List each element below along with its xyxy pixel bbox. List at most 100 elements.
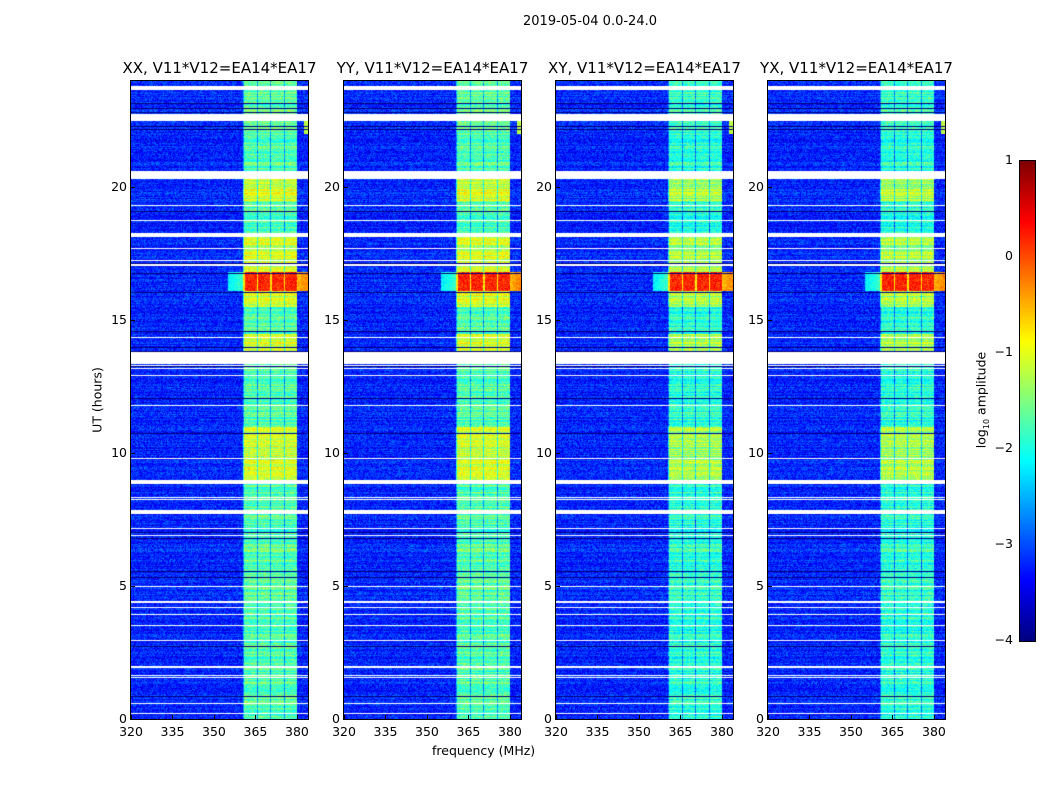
x-tick-label: 350 [415, 724, 439, 739]
heatmap-panel-xx [130, 80, 309, 720]
x-tick-label: 350 [839, 724, 863, 739]
y-tick-mark [768, 586, 772, 588]
y-axis-label: UT (hours) [89, 367, 105, 433]
y-tick-mark [556, 586, 560, 588]
y-tick-mark [344, 187, 348, 189]
y-tick-label: 0 [544, 711, 552, 726]
y-tick-label: 0 [332, 711, 340, 726]
x-tick-label: 335 [373, 724, 398, 739]
colorbar-tick-label: 0 [1005, 248, 1013, 263]
x-tick-label: 320 [119, 724, 143, 739]
y-tick-mark [768, 187, 772, 189]
y-tick-label: 0 [756, 711, 764, 726]
y-tick-mark [768, 453, 772, 455]
y-tick-mark [344, 453, 348, 455]
y-tick-label: 5 [756, 578, 764, 594]
x-tick-mark [296, 715, 298, 719]
y-tick-label: 20 [536, 179, 552, 195]
x-tick-label: 335 [585, 724, 610, 739]
x-tick-mark [509, 715, 511, 719]
y-tick-mark [131, 586, 135, 588]
x-tick-label: 365 [456, 724, 481, 739]
x-tick-label: 350 [202, 724, 226, 739]
x-tick-label: 320 [332, 724, 356, 739]
y-tick-mark [344, 320, 348, 322]
y-tick-label: 20 [111, 179, 127, 195]
panel-title-xy: XY, V11*V12=EA14*EA17 [548, 59, 741, 77]
x-tick-mark [172, 715, 174, 719]
y-tick-mark [556, 320, 560, 322]
x-tick-mark [344, 715, 345, 719]
colorbar-tick-label: −2 [994, 440, 1013, 455]
y-tick-mark [768, 320, 772, 322]
x-tick-mark [556, 715, 557, 719]
panel-title-yy: YY, V11*V12=EA14*EA17 [336, 59, 529, 77]
x-tick-label: 335 [160, 724, 185, 739]
y-tick-mark [556, 719, 560, 720]
y-tick-label: 15 [324, 312, 340, 328]
x-tick-label: 335 [797, 724, 822, 739]
y-tick-label: 10 [536, 445, 552, 461]
heatmap-panel-yy [343, 80, 522, 720]
y-tick-mark [344, 586, 348, 588]
x-axis-label: frequency (MHz) [432, 743, 536, 758]
x-tick-label: 365 [668, 724, 693, 739]
x-tick-mark [213, 715, 215, 719]
colorbar-tick-label: −4 [994, 632, 1013, 647]
x-tick-label: 365 [880, 724, 905, 739]
x-tick-mark [892, 715, 894, 719]
colorbar-tick-label: −1 [994, 344, 1013, 359]
x-tick-label: 350 [627, 724, 651, 739]
colorbar-tick-label: 1 [1005, 152, 1013, 167]
x-tick-mark [131, 715, 132, 719]
heatmap-panel-xy [555, 80, 734, 720]
heatmap-cells [768, 81, 945, 719]
x-tick-mark [255, 715, 257, 719]
y-tick-mark [344, 719, 348, 720]
y-tick-label: 5 [544, 578, 552, 594]
panel-title-xx: XX, V11*V12=EA14*EA17 [122, 59, 317, 77]
y-tick-label: 15 [748, 312, 764, 328]
y-tick-label: 10 [748, 445, 764, 461]
heatmap-panel-yx [767, 80, 946, 720]
x-tick-mark [933, 715, 935, 719]
y-tick-label: 15 [111, 312, 127, 328]
y-tick-mark [556, 187, 560, 189]
x-tick-mark [597, 715, 599, 719]
y-tick-label: 15 [536, 312, 552, 328]
x-tick-label: 365 [243, 724, 268, 739]
heatmap-cells [131, 81, 308, 719]
heatmap-cells [556, 81, 733, 719]
panel-title-yx: YX, V11*V12=EA14*EA17 [760, 59, 953, 77]
y-tick-label: 10 [111, 445, 127, 461]
y-tick-label: 20 [748, 179, 764, 195]
y-tick-mark [131, 187, 135, 189]
y-tick-label: 5 [332, 578, 340, 594]
x-tick-mark [385, 715, 387, 719]
x-tick-label: 380 [710, 724, 734, 739]
figure-title: 2019-05-04 0.0-24.0 [523, 14, 657, 29]
x-tick-mark [768, 715, 769, 719]
y-tick-mark [131, 453, 135, 455]
heatmap-cells [344, 81, 521, 719]
y-tick-mark [131, 320, 135, 322]
x-tick-mark [809, 715, 811, 719]
x-tick-label: 320 [544, 724, 568, 739]
y-tick-label: 0 [119, 711, 127, 726]
x-tick-mark [721, 715, 723, 719]
x-tick-mark [426, 715, 428, 719]
y-tick-label: 5 [119, 578, 127, 594]
y-tick-mark [131, 719, 135, 720]
colorbar [1019, 160, 1036, 642]
x-tick-mark [850, 715, 852, 719]
y-tick-mark [556, 453, 560, 455]
x-tick-label: 380 [922, 724, 946, 739]
x-tick-mark [638, 715, 640, 719]
x-tick-mark [468, 715, 470, 719]
colorbar-label: log10 amplitude [973, 351, 991, 449]
y-tick-label: 10 [324, 445, 340, 461]
x-tick-label: 380 [285, 724, 309, 739]
y-tick-label: 20 [324, 179, 340, 195]
x-tick-label: 380 [498, 724, 522, 739]
y-tick-mark [768, 719, 772, 720]
